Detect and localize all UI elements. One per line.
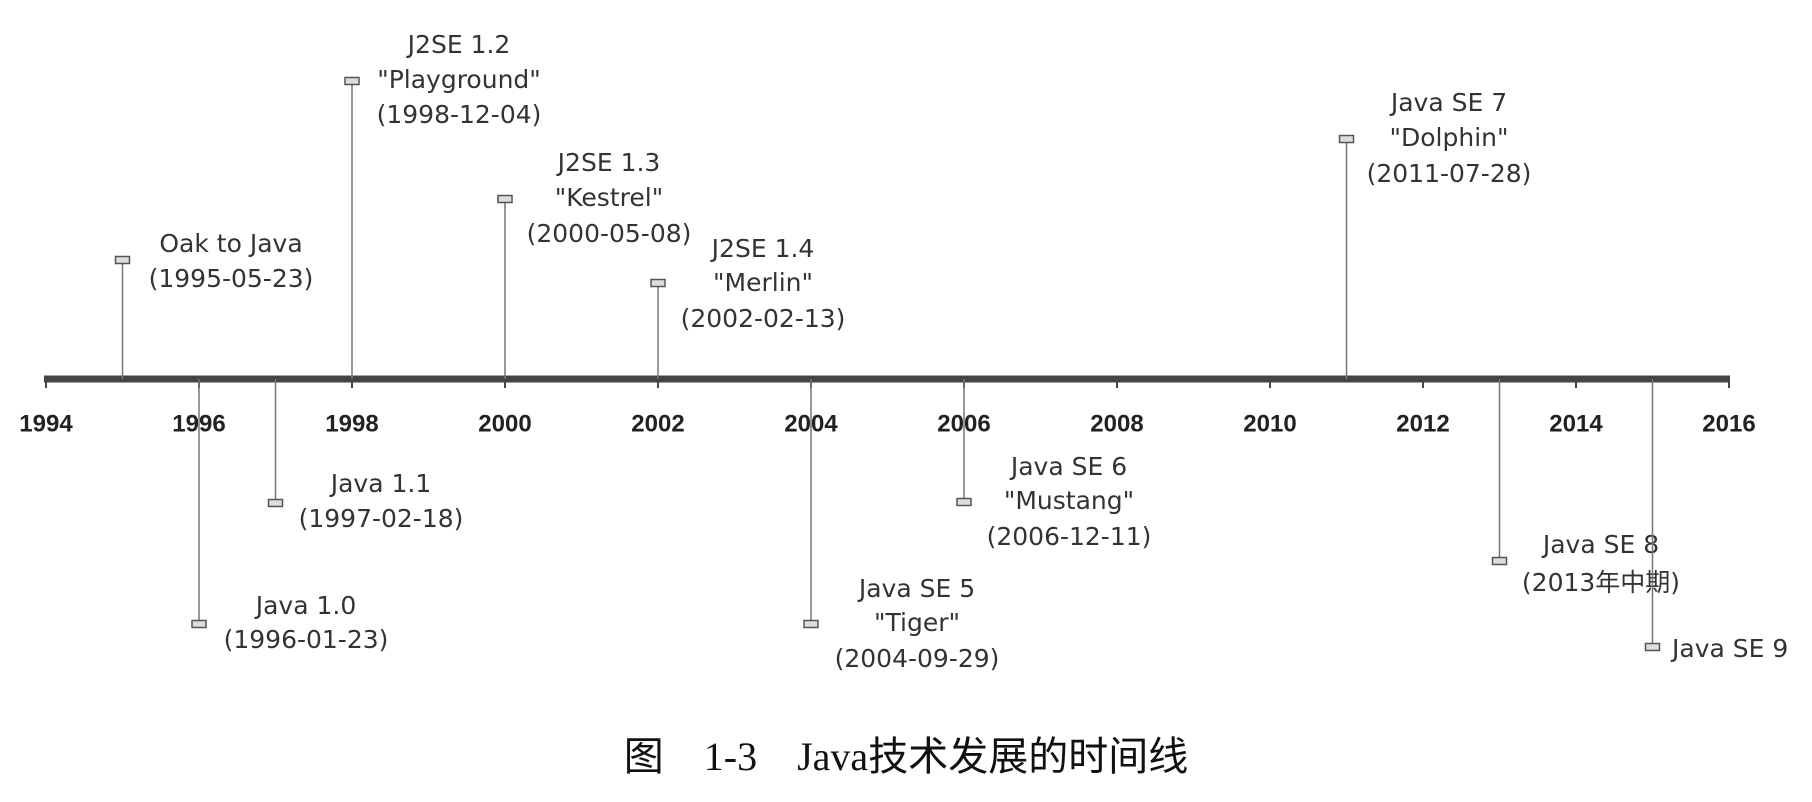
event-label: "Dolphin" — [1390, 123, 1509, 152]
event-label: (2004-09-29) — [835, 644, 1000, 673]
event-label: Oak to Java — [159, 229, 302, 258]
event-label: (2000-05-08) — [527, 219, 692, 248]
year-label: 2016 — [1702, 410, 1755, 437]
event-label: Java SE 5 — [857, 574, 975, 603]
year-label: 2010 — [1243, 410, 1296, 437]
event-marker — [497, 194, 513, 204]
event-marker — [1491, 556, 1508, 566]
event-label: (2002-02-13) — [681, 304, 846, 333]
event-marker — [803, 619, 819, 629]
event-marker — [114, 255, 131, 265]
year-label: 1998 — [325, 410, 378, 437]
caption: 图 1-3 Java技术发展的时间线 — [624, 734, 1188, 779]
event-label: (1996-01-23) — [224, 625, 389, 654]
event-label: "Playground" — [377, 65, 541, 94]
year-label: 2012 — [1396, 410, 1449, 437]
year-label: 2002 — [631, 410, 684, 437]
event-label: "Mustang" — [1004, 486, 1134, 515]
event-marker — [956, 497, 972, 507]
event-label: Java 1.1 — [329, 469, 432, 498]
event-label: Java SE 6 — [1009, 452, 1127, 481]
event-label: J2SE 1.2 — [406, 30, 511, 59]
event-marker — [1338, 134, 1355, 144]
year-label: 2014 — [1549, 410, 1603, 437]
event-marker — [1644, 642, 1661, 652]
event-label: (2013年中期) — [1522, 568, 1680, 597]
event-label: "Tiger" — [874, 608, 960, 637]
event-label: Java SE 7 — [1389, 88, 1507, 117]
event-label: J2SE 1.4 — [710, 234, 815, 263]
event-marker — [344, 76, 360, 86]
event-marker — [191, 619, 207, 629]
event-label: (1995-05-23) — [149, 264, 314, 293]
year-label: 2000 — [478, 410, 531, 437]
event-label: Java SE 8 — [1541, 530, 1659, 559]
event-label: (2011-07-28) — [1367, 159, 1532, 188]
year-label: 1994 — [19, 410, 73, 437]
event-label: Java SE 9 — [1670, 634, 1788, 663]
event-label: (2006-12-11) — [987, 522, 1152, 551]
event-marker — [267, 498, 284, 508]
year-label: 2008 — [1090, 410, 1143, 437]
event-label: (1998-12-04) — [377, 100, 542, 129]
event-label: J2SE 1.3 — [556, 148, 661, 177]
event-label: "Merlin" — [713, 268, 813, 297]
event-label: "Kestrel" — [555, 183, 663, 212]
event-marker — [650, 278, 666, 288]
event-label: (1997-02-18) — [299, 504, 464, 533]
event-label: Java 1.0 — [254, 591, 357, 620]
